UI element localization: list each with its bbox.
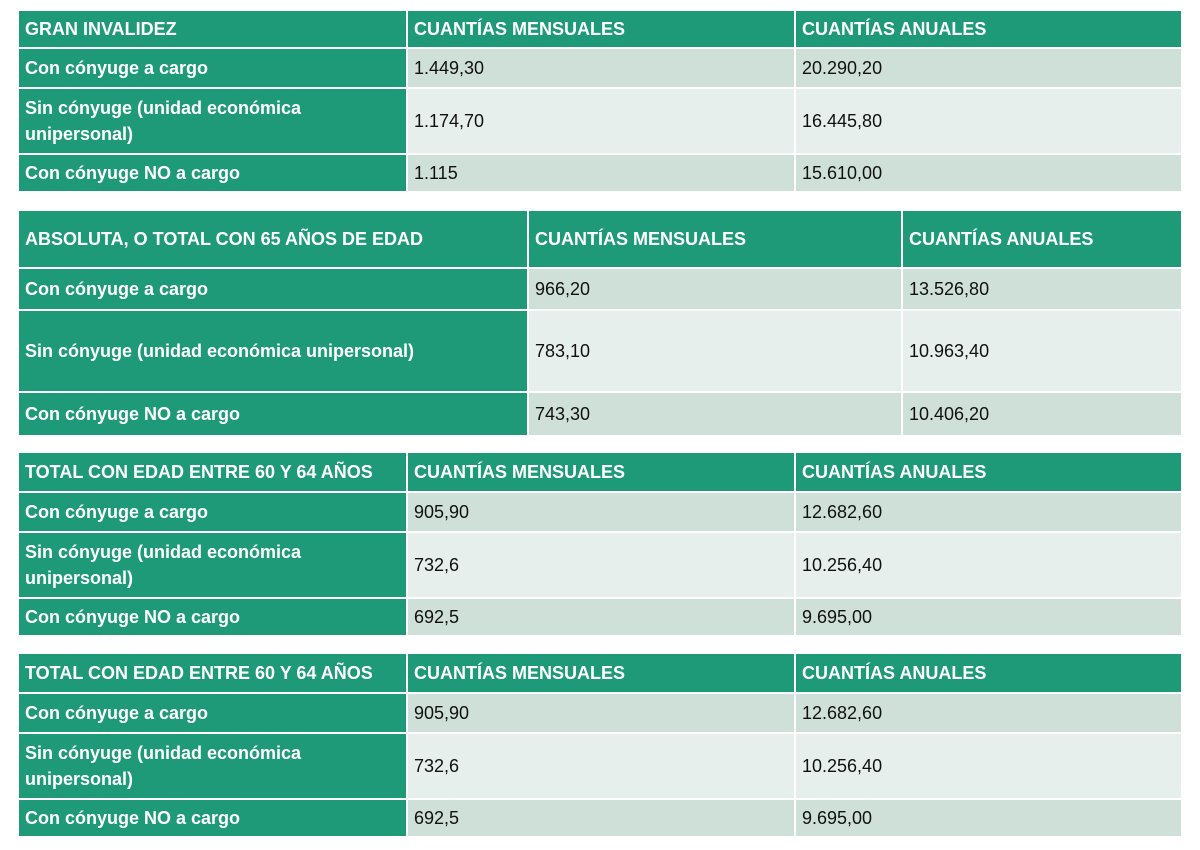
table-row: Con cónyuge NO a cargo 692,5 9.695,00: [17, 597, 1183, 637]
monthly-amount: 1.449,30: [406, 47, 796, 89]
table-row: Sin cónyuge (unidad económica unipersona…: [17, 87, 1183, 155]
monthly-amount: 692,5: [406, 798, 796, 838]
annual-amount: 20.290,20: [794, 47, 1183, 89]
table-header-row: ABSOLUTA, O TOTAL CON 65 AÑOS DE EDAD CU…: [17, 209, 1183, 269]
row-label: Con cónyuge a cargo: [17, 692, 408, 734]
annual-amount: 13.526,80: [901, 267, 1183, 311]
table-header-row: TOTAL CON EDAD ENTRE 60 Y 64 AÑOS CUANTÍ…: [17, 451, 1183, 493]
row-label: Sin cónyuge (unidad económica unipersona…: [17, 531, 408, 599]
table-row: Sin cónyuge (unidad económica unipersona…: [17, 531, 1183, 599]
table-row: Con cónyuge a cargo 966,20 13.526,80: [17, 267, 1183, 311]
table-row: Con cónyuge a cargo 1.449,30 20.290,20: [17, 47, 1183, 89]
monthly-amount: 732,6: [406, 732, 796, 800]
monthly-amount: 1.115: [406, 153, 796, 193]
annual-amount: 10.256,40: [794, 732, 1183, 800]
table-row: Con cónyuge NO a cargo 692,5 9.695,00: [17, 798, 1183, 838]
table-title: TOTAL CON EDAD ENTRE 60 Y 64 AÑOS: [17, 652, 408, 694]
monthly-amount: 1.174,70: [406, 87, 796, 155]
pension-table-total-60-64-repeat: TOTAL CON EDAD ENTRE 60 Y 64 AÑOS CUANTÍ…: [17, 652, 1183, 838]
annual-amount: 15.610,00: [794, 153, 1183, 193]
monthly-amount: 966,20: [527, 267, 903, 311]
column-header-monthly: CUANTÍAS MENSUALES: [406, 451, 796, 493]
column-header-annual: CUANTÍAS ANUALES: [794, 451, 1183, 493]
row-label: Con cónyuge a cargo: [17, 491, 408, 533]
table-title: TOTAL CON EDAD ENTRE 60 Y 64 AÑOS: [17, 451, 408, 493]
annual-amount: 16.445,80: [794, 87, 1183, 155]
column-header-annual: CUANTÍAS ANUALES: [901, 209, 1183, 269]
table-header-row: TOTAL CON EDAD ENTRE 60 Y 64 AÑOS CUANTÍ…: [17, 652, 1183, 694]
row-label: Sin cónyuge (unidad económica unipersona…: [17, 87, 408, 155]
table-row: Con cónyuge NO a cargo 743,30 10.406,20: [17, 391, 1183, 437]
table-row: Con cónyuge a cargo 905,90 12.682,60: [17, 692, 1183, 734]
row-label: Con cónyuge NO a cargo: [17, 597, 408, 637]
table-title: ABSOLUTA, O TOTAL CON 65 AÑOS DE EDAD: [17, 209, 529, 269]
annual-amount: 12.682,60: [794, 491, 1183, 533]
monthly-amount: 783,10: [527, 309, 903, 393]
pension-table-total-60-64: TOTAL CON EDAD ENTRE 60 Y 64 AÑOS CUANTÍ…: [17, 451, 1183, 637]
table-header-row: GRAN INVALIDEZ CUANTÍAS MENSUALES CUANTÍ…: [17, 9, 1183, 49]
table-row: Sin cónyuge (unidad económica unipersona…: [17, 732, 1183, 800]
monthly-amount: 905,90: [406, 491, 796, 533]
pension-table-gran-invalidez: GRAN INVALIDEZ CUANTÍAS MENSUALES CUANTÍ…: [17, 9, 1183, 193]
annual-amount: 10.256,40: [794, 531, 1183, 599]
row-label: Sin cónyuge (unidad económica unipersona…: [17, 732, 408, 800]
table-row: Sin cónyuge (unidad económica unipersona…: [17, 309, 1183, 393]
row-label: Con cónyuge a cargo: [17, 47, 408, 89]
table-row: Con cónyuge a cargo 905,90 12.682,60: [17, 491, 1183, 533]
column-header-monthly: CUANTÍAS MENSUALES: [406, 652, 796, 694]
annual-amount: 9.695,00: [794, 597, 1183, 637]
annual-amount: 10.406,20: [901, 391, 1183, 437]
row-label: Con cónyuge NO a cargo: [17, 153, 408, 193]
annual-amount: 12.682,60: [794, 692, 1183, 734]
row-label: Con cónyuge NO a cargo: [17, 391, 529, 437]
monthly-amount: 905,90: [406, 692, 796, 734]
table-row: Con cónyuge NO a cargo 1.115 15.610,00: [17, 153, 1183, 193]
row-label: Con cónyuge a cargo: [17, 267, 529, 311]
column-header-annual: CUANTÍAS ANUALES: [794, 9, 1183, 49]
row-label: Sin cónyuge (unidad económica unipersona…: [17, 309, 529, 393]
row-label: Con cónyuge NO a cargo: [17, 798, 408, 838]
pension-table-absoluta: ABSOLUTA, O TOTAL CON 65 AÑOS DE EDAD CU…: [17, 209, 1183, 437]
column-header-monthly: CUANTÍAS MENSUALES: [527, 209, 903, 269]
monthly-amount: 692,5: [406, 597, 796, 637]
table-title: GRAN INVALIDEZ: [17, 9, 408, 49]
annual-amount: 10.963,40: [901, 309, 1183, 393]
annual-amount: 9.695,00: [794, 798, 1183, 838]
monthly-amount: 732,6: [406, 531, 796, 599]
monthly-amount: 743,30: [527, 391, 903, 437]
column-header-annual: CUANTÍAS ANUALES: [794, 652, 1183, 694]
column-header-monthly: CUANTÍAS MENSUALES: [406, 9, 796, 49]
